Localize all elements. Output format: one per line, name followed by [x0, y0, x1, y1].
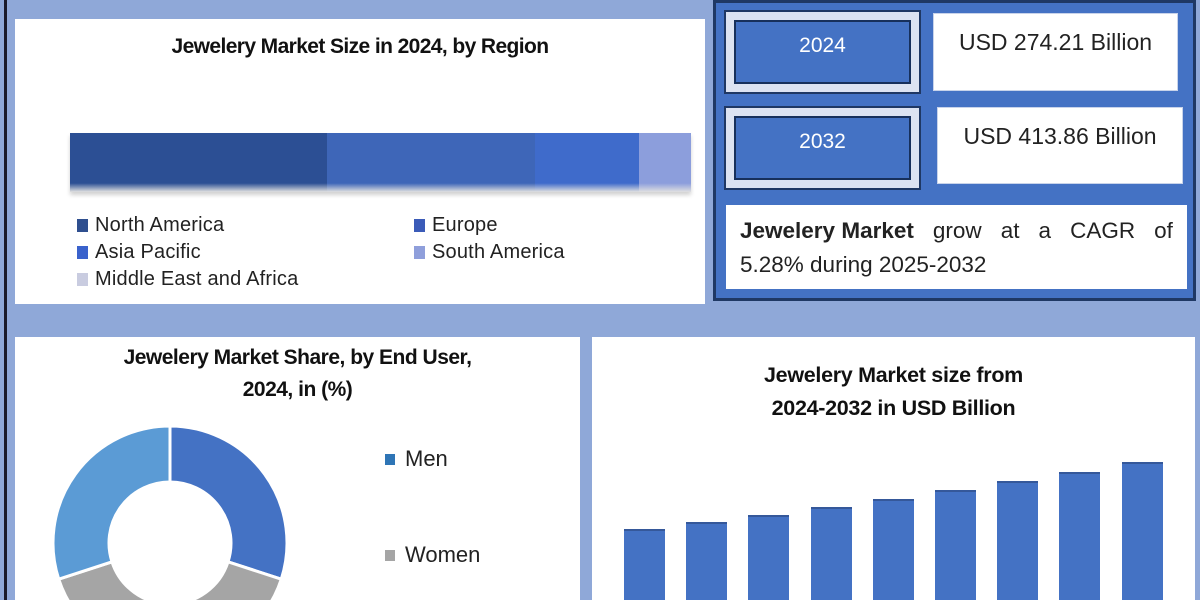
cagr-word: CAGR — [1070, 218, 1136, 243]
legend-swatch — [77, 272, 88, 286]
bar-segment-south-america — [638, 133, 691, 192]
legend-item: South America — [414, 240, 634, 264]
bar-2032 — [1121, 461, 1163, 600]
value-box-2024: USD 274.21 Billion — [933, 13, 1178, 91]
legend-item: Asia Pacific — [77, 240, 414, 264]
bar-segment-europe — [327, 133, 536, 192]
growth-bar-chart — [592, 337, 1195, 600]
cagr-line-2: 5.28% during 2025-2032 — [740, 252, 987, 277]
cagr-line-1: Jewelery Market grow at a CAGR of — [740, 214, 1173, 248]
legend-swatch — [385, 453, 395, 465]
enduser-chart-title: Jewelery Market Share, by End User, 2024… — [15, 342, 580, 406]
legend-swatch — [77, 218, 88, 232]
bar-2026 — [748, 514, 790, 600]
legend-item: North America — [77, 213, 414, 237]
region-stacked-bar — [70, 133, 691, 192]
year-frame-2024: 2024 — [724, 10, 921, 94]
legend-item: Middle East and Africa — [77, 267, 414, 291]
enduser-chart-panel: Jewelery Market Share, by End User, 2024… — [15, 337, 580, 600]
bar-2024 — [624, 528, 665, 600]
year-badge: 2032 — [734, 116, 911, 180]
region-chart-panel: Jewelery Market Size in 2024, by Region … — [15, 19, 705, 304]
donut-segment-unlabeled — [52, 425, 172, 582]
bar-segment-north-america — [70, 133, 328, 192]
bar-segment-asia-pacific — [535, 133, 639, 192]
region-legend: North America Europe Asia Pacific South Ame… — [77, 213, 637, 291]
region-chart-title: Jewelery Market Size in 2024, by Region — [171, 35, 550, 58]
legend-swatch — [414, 218, 425, 232]
enduser-title-line-1: Jewelery Market Share, by End User, — [123, 346, 472, 369]
bar-2031 — [1059, 471, 1101, 600]
enduser-donut-chart — [52, 425, 288, 600]
cagr-word: at — [1000, 218, 1020, 243]
bar-2028 — [872, 498, 914, 600]
bar-2029 — [935, 490, 976, 600]
growth-chart-title: Jewelery Market size from 2024-2032 in U… — [592, 359, 1195, 425]
key-figures-box: 2024 USD 274.21 Billion 2032 USD 413.86 … — [713, 0, 1196, 301]
bar-2027 — [810, 507, 852, 600]
cagr-word: of — [1154, 218, 1173, 243]
bar-2030 — [997, 481, 1039, 600]
legend-item: Men — [385, 445, 480, 473]
year-frame-2032: 2032 — [724, 106, 921, 190]
legend-swatch — [414, 245, 425, 259]
legend-label: Asia Pacific — [95, 240, 201, 263]
legend-label: Middle East and Africa — [95, 267, 299, 290]
legend-label: North America — [95, 213, 225, 236]
value-box-2032: USD 413.86 Billion — [937, 107, 1183, 184]
bar-2025 — [686, 522, 728, 600]
growth-title-line-1: Jewelery Market size from — [764, 363, 1023, 387]
legend-item: Europe — [414, 213, 634, 237]
legend-label: Europe — [432, 213, 498, 236]
legend-swatch — [385, 549, 395, 561]
year-badge: 2024 — [734, 20, 911, 84]
growth-title-line-2: 2024-2032 in USD Billion — [771, 396, 1016, 420]
donut-segment-men — [168, 425, 288, 582]
cagr-subject: Jewelery Market — [740, 218, 914, 243]
legend-label: Men — [405, 446, 448, 471]
growth-chart-panel: Jewelery Market size from 2024-2032 in U… — [592, 337, 1195, 600]
legend-label: South America — [432, 240, 565, 263]
legend-swatch — [77, 245, 88, 259]
enduser-legend: Men Women — [385, 445, 480, 600]
cagr-word: grow — [932, 218, 982, 243]
cagr-statement: Jewelery Market grow at a CAGR of 5.28% duri… — [726, 205, 1187, 289]
legend-item: Women — [385, 541, 480, 569]
page-left-border — [4, 0, 7, 600]
legend-label: Women — [405, 542, 481, 567]
cagr-word: a — [1038, 218, 1052, 243]
enduser-title-line-2: 2024, in (%) — [242, 378, 353, 401]
